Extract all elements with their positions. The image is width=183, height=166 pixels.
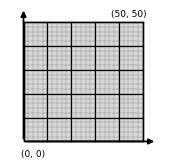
- Bar: [23, 22, 143, 141]
- Text: (50, 50): (50, 50): [111, 10, 146, 19]
- Bar: [23, 22, 143, 141]
- Text: (0, 0): (0, 0): [21, 150, 45, 159]
